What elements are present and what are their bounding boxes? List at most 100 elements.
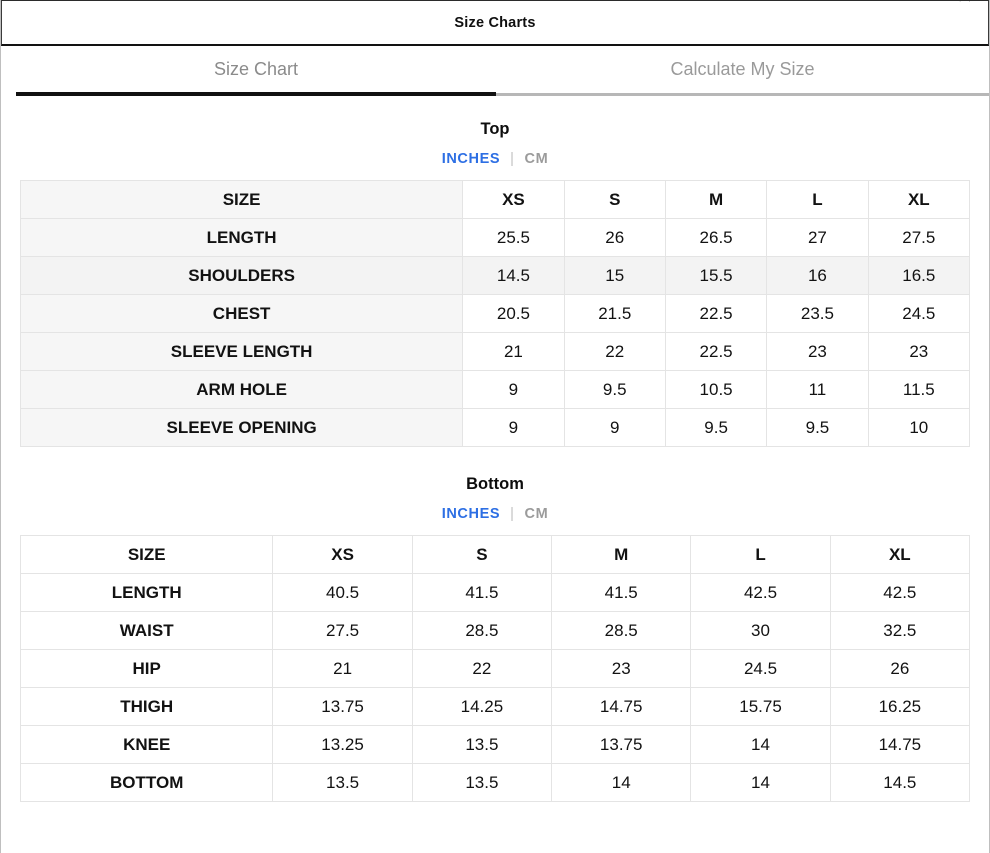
value-cell: 15.5: [664, 256, 768, 295]
value-cell: 27: [766, 218, 869, 257]
value-cell: 22.5: [664, 332, 768, 371]
top-size-section: Top INCHES | CM SIZE XS S M L XL LENGTH 25.5 26 2…: [1, 120, 989, 447]
column-header: S: [411, 535, 553, 574]
table-row: LENGTH 25.5 26 26.5 27 27.5: [19, 218, 971, 257]
value-cell: 14.75: [829, 725, 971, 764]
close-icon[interactable]: ✕: [954, 1, 982, 6]
header-row: SIZE XS S M L XL: [19, 180, 971, 219]
value-cell: 9.5: [563, 370, 666, 409]
row-label: KNEE: [19, 725, 274, 764]
value-cell: 9.5: [664, 408, 768, 447]
value-cell: 21: [462, 332, 565, 371]
tab-size-chart-label: Size Chart: [213, 58, 299, 79]
value-cell: 27.5: [867, 218, 971, 257]
cm-toggle[interactable]: CM: [524, 151, 549, 167]
column-header: S: [563, 180, 666, 219]
value-cell: 10.5: [664, 370, 768, 409]
value-cell: 21: [272, 649, 413, 688]
tab-bar: Size Chart Calculate My Size: [1, 46, 989, 96]
bottom-size-section: Bottom INCHES | CM SIZE XS S M L XL LENGTH 40.5…: [1, 475, 989, 802]
value-cell: 28.5: [551, 611, 692, 650]
value-cell: 22.5: [664, 294, 768, 333]
column-header: M: [551, 535, 692, 574]
value-cell: 13.75: [551, 725, 692, 764]
table-row: LENGTH 40.5 41.5 41.5 42.5 42.5: [19, 573, 971, 612]
value-cell: 42.5: [829, 573, 971, 612]
value-cell: 11.5: [867, 370, 971, 409]
value-cell: 14: [690, 725, 831, 764]
header-row: SIZE XS S M L XL: [19, 535, 971, 574]
table-row: BOTTOM 13.5 13.5 14 14 14.5: [19, 763, 971, 802]
units-separator: |: [510, 506, 515, 522]
cm-toggle[interactable]: CM: [524, 506, 549, 522]
value-cell: 13.75: [272, 687, 413, 726]
value-cell: 23: [766, 332, 869, 371]
top-units-toggle: INCHES | CM: [1, 151, 989, 167]
row-label: CHEST: [19, 294, 464, 333]
row-label: HIP: [19, 649, 274, 688]
value-cell: 16.25: [829, 687, 971, 726]
column-header: XS: [462, 180, 565, 219]
value-cell: 15: [563, 256, 666, 295]
value-cell: 20.5: [462, 294, 565, 333]
value-cell: 14.25: [411, 687, 553, 726]
value-cell: 23: [551, 649, 692, 688]
row-label: LENGTH: [19, 573, 274, 612]
value-cell: 14: [551, 763, 692, 802]
top-section-title: Top: [480, 120, 510, 138]
column-header: M: [664, 180, 768, 219]
column-header: XL: [867, 180, 971, 219]
row-label: LENGTH: [19, 218, 464, 257]
tab-calculate-my-size[interactable]: Calculate My Size: [496, 46, 989, 96]
value-cell: 16.5: [867, 256, 971, 295]
row-label: SHOULDERS: [19, 256, 464, 295]
value-cell: 15.75: [690, 687, 831, 726]
value-cell: 14.5: [829, 763, 971, 802]
value-cell: 14: [690, 763, 831, 802]
value-cell: 30: [690, 611, 831, 650]
value-cell: 26.5: [664, 218, 768, 257]
value-cell: 41.5: [551, 573, 692, 612]
tab-size-chart[interactable]: Size Chart: [16, 46, 496, 96]
table-row: CHEST 20.5 21.5 22.5 23.5 24.5: [19, 294, 971, 333]
modal-title: Size Charts: [454, 14, 536, 31]
table-row: SHOULDERS 14.5 15 15.5 16 16.5: [19, 256, 971, 295]
value-cell: 9: [462, 408, 565, 447]
value-cell: 41.5: [411, 573, 553, 612]
column-header: XS: [272, 535, 413, 574]
value-cell: 13.25: [272, 725, 413, 764]
value-cell: 14.5: [462, 256, 565, 295]
value-cell: 42.5: [690, 573, 831, 612]
value-cell: 23: [867, 332, 971, 371]
inches-toggle[interactable]: INCHES: [441, 151, 501, 167]
top-size-table: SIZE XS S M L XL LENGTH 25.5 26 26.5 27 27.5 SHOULDE…: [19, 180, 971, 447]
bottom-size-table: SIZE XS S M L XL LENGTH 40.5 41.5 41.5 42.5 42.5 WAI…: [19, 535, 971, 802]
column-header: L: [690, 535, 831, 574]
units-separator: |: [510, 151, 515, 167]
size-column-header: SIZE: [19, 535, 274, 574]
value-cell: 21.5: [563, 294, 666, 333]
value-cell: 13.5: [411, 763, 553, 802]
value-cell: 24.5: [867, 294, 971, 333]
value-cell: 9: [563, 408, 666, 447]
value-cell: 9.5: [766, 408, 869, 447]
value-cell: 25.5: [462, 218, 565, 257]
size-column-header: SIZE: [19, 180, 464, 219]
value-cell: 32.5: [829, 611, 971, 650]
inches-toggle[interactable]: INCHES: [441, 506, 501, 522]
value-cell: 22: [563, 332, 666, 371]
bottom-units-toggle: INCHES | CM: [1, 506, 989, 522]
value-cell: 24.5: [690, 649, 831, 688]
tab-calculate-my-size-label: Calculate My Size: [670, 59, 815, 79]
table-row: ARM HOLE 9 9.5 10.5 11 11.5: [19, 370, 971, 409]
value-cell: 14.75: [551, 687, 692, 726]
value-cell: 11: [766, 370, 869, 409]
value-cell: 23.5: [766, 294, 869, 333]
row-label: SLEEVE OPENING: [19, 408, 464, 447]
row-label: BOTTOM: [19, 763, 274, 802]
table-row: THIGH 13.75 14.25 14.75 15.75 16.25: [19, 687, 971, 726]
row-label: WAIST: [19, 611, 274, 650]
value-cell: 9: [462, 370, 565, 409]
value-cell: 27.5: [272, 611, 413, 650]
